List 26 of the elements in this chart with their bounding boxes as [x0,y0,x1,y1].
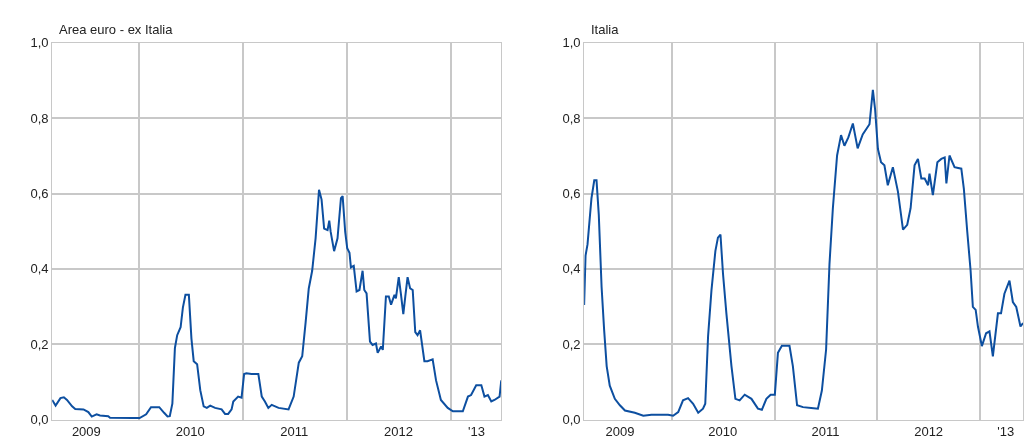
x-tick-label: 2010 [708,424,738,440]
y-tick-label: 1,0 [30,35,49,51]
x-tick-label: 2012 [384,424,413,440]
chart-title: Area euro - ex Italia [59,22,174,37]
y-tick-label: 0,4 [562,261,581,277]
y-tick-label: 1,0 [562,35,581,51]
x-tick-label: 2011 [280,424,309,440]
y-tick-label: 0,2 [30,336,49,352]
line-series [52,188,502,420]
y-tick-label: 0,4 [30,261,49,277]
y-tick-label: 0,6 [562,186,581,202]
x-tick-label: 2011 [811,424,840,440]
x-tick-label: '13 [468,424,485,440]
y-tick-label: 0,2 [562,336,581,352]
chart-title: Italia [591,22,620,37]
x-tick-label: 2009 [605,424,635,440]
x-tick-label: 2009 [71,424,101,440]
y-tick-label: 0,0 [562,412,581,428]
y-tick-label: 0,8 [562,110,581,126]
x-tick-label: 2010 [175,424,205,440]
x-tick-label: '13 [997,424,1015,440]
y-tick-label: 0,0 [30,412,49,428]
y-tick-label: 0,8 [30,110,49,126]
y-tick-label: 0,6 [30,186,49,202]
line-series [584,88,1023,417]
x-tick-label: 2012 [914,424,944,440]
